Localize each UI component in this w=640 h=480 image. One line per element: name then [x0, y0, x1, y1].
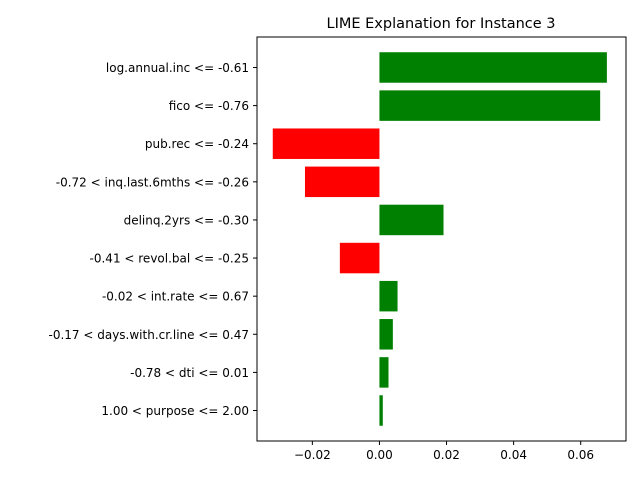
category-label: -0.41 < revol.bal <= -0.25 — [90, 252, 249, 266]
category-label: -0.78 < dti <= 0.01 — [130, 366, 249, 380]
bars-group — [272, 52, 607, 426]
x-ticks-group: −0.02 0.00 0.02 0.04 0.06 — [294, 441, 594, 462]
bar-8 — [379, 319, 393, 350]
category-label: pub.rec <= -0.24 — [145, 137, 249, 151]
bar-9 — [379, 357, 389, 388]
bar-10 — [379, 395, 383, 426]
category-label: delinq.2yrs <= -0.30 — [124, 213, 249, 227]
bar-3 — [272, 128, 380, 159]
x-tick-label: 0.00 — [366, 448, 393, 462]
bar-2 — [379, 90, 601, 121]
category-label: -0.72 < inq.last.6mths <= -0.26 — [56, 175, 249, 189]
bar-5 — [379, 204, 444, 236]
category-labels-group: log.annual.inc <= -0.61 fico <= -0.76 pub.… — [48, 61, 257, 418]
x-tick-label: −0.02 — [294, 448, 331, 462]
bar-7 — [379, 280, 398, 312]
bar-6 — [339, 242, 380, 274]
bar-4 — [304, 166, 380, 198]
bar-1 — [379, 52, 607, 83]
category-label: -0.17 < days.with.cr.line <= 0.47 — [48, 328, 249, 342]
category-label: log.annual.inc <= -0.61 — [106, 61, 249, 75]
category-label: fico <= -0.76 — [169, 99, 249, 113]
x-tick-label: 0.06 — [567, 448, 594, 462]
x-tick-label: 0.02 — [433, 448, 460, 462]
category-label: -0.02 < int.rate <= 0.67 — [102, 290, 249, 304]
x-tick-label: 0.04 — [500, 448, 527, 462]
category-label: 1.00 < purpose <= 2.00 — [101, 404, 249, 418]
plot-area-frame — [256, 36, 627, 442]
chart-title: LIME Explanation for Instance 3 — [326, 16, 555, 32]
